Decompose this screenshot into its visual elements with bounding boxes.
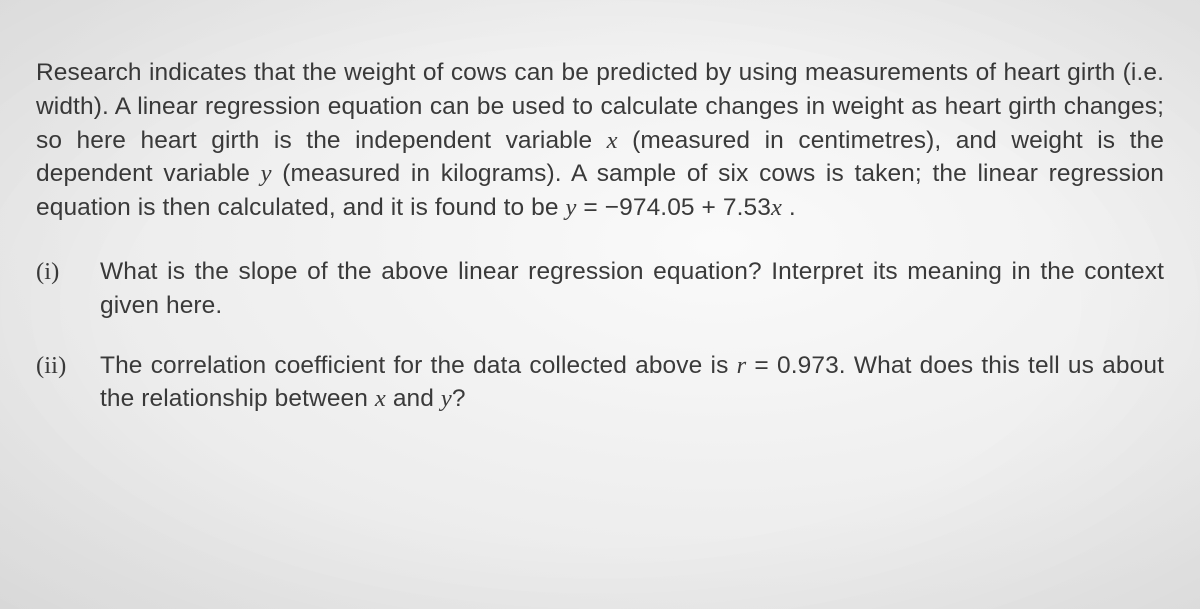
eq-rhs: x [771,194,782,221]
intro-text-4: . [782,194,796,221]
question-row: (ii) The correlation coefficient for the… [36,349,1164,417]
var-y-q2: y [441,385,452,412]
q2-post: ? [452,385,466,412]
question-row: (i) What is the slope of the above linea… [36,255,1164,323]
var-x-q2: x [375,385,386,412]
q2-mid2: and [386,385,441,412]
q2-pre: The correlation coefficient for the data… [100,352,737,379]
question-number-1: (i) [36,255,100,323]
eq-mid: = −974.05 + 7.53 [576,194,770,221]
question-number-2: (ii) [36,349,100,417]
intro-paragraph: Research indicates that the weight of co… [36,56,1164,225]
var-r: r [737,352,747,379]
eq-lhs: y [566,194,577,221]
question-text-1: What is the slope of the above linear re… [100,255,1164,323]
var-x-intro: x [607,127,618,154]
var-y-intro: y [261,160,272,187]
question-list: (i) What is the slope of the above linea… [36,255,1164,416]
question-text-2: The correlation coefficient for the data… [100,349,1164,417]
